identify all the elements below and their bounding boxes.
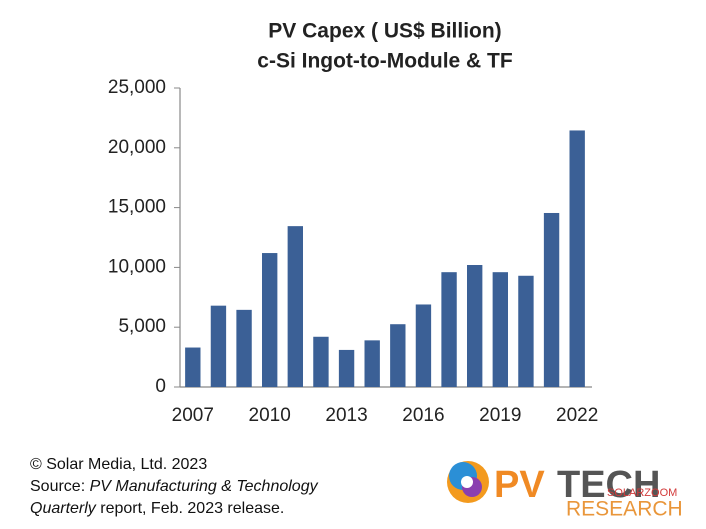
watermark: SOLARZOOM: [607, 487, 677, 499]
bar: [236, 309, 252, 387]
logo-icon: [461, 476, 473, 488]
y-tick-label: 5,000: [118, 316, 166, 337]
x-tick-label: 2013: [325, 405, 367, 426]
bar: [467, 265, 483, 387]
x-tick-label: 2019: [479, 405, 521, 426]
bar: [569, 130, 585, 387]
x-tick-label: 2016: [402, 405, 444, 426]
y-tick-label: 15,000: [108, 197, 166, 218]
logo-name: PV: [494, 464, 545, 506]
copyright: © Solar Media, Ltd. 2023: [30, 456, 208, 473]
y-tick-label: 10,000: [108, 256, 166, 277]
footer: © Solar Media, Ltd. 2023 Source: PV Manu…: [30, 454, 350, 520]
bar: [210, 305, 227, 387]
bar: [390, 324, 406, 387]
source-title: PV Manufacturing & Technology Quarterly: [30, 478, 318, 517]
logo-tagline: RESEARCH: [566, 498, 683, 521]
logo: PV TECH RESEARCH SOLARZOOM: [447, 461, 683, 521]
x-tick-label: 2022: [556, 405, 598, 426]
bar: [313, 336, 329, 387]
bar: [185, 347, 201, 387]
bar: [338, 349, 355, 387]
logo-name: TECH: [557, 464, 660, 506]
bar: [543, 212, 560, 387]
bar: [441, 272, 457, 387]
bar: [415, 304, 432, 387]
bar: [492, 272, 508, 387]
bar: [262, 253, 278, 387]
source-suffix: report, Feb. 2023 release.: [95, 500, 285, 517]
source-prefix: Source:: [30, 478, 90, 495]
x-tick-label: 2010: [249, 405, 291, 426]
bar: [518, 275, 534, 387]
bar: [287, 226, 303, 387]
bar: [364, 340, 380, 387]
x-tick-label: 2007: [172, 405, 214, 426]
y-tick-label: 20,000: [108, 137, 166, 158]
y-tick-label: 25,000: [108, 77, 166, 98]
chart-title: PV Capex ( US$ Billion): [268, 20, 501, 43]
source: Source: PV Manufacturing & Technology Qu…: [30, 476, 350, 520]
chart-subtitle: c-Si Ingot-to-Module & TF: [257, 50, 513, 73]
y-tick-label: 0: [155, 376, 166, 397]
